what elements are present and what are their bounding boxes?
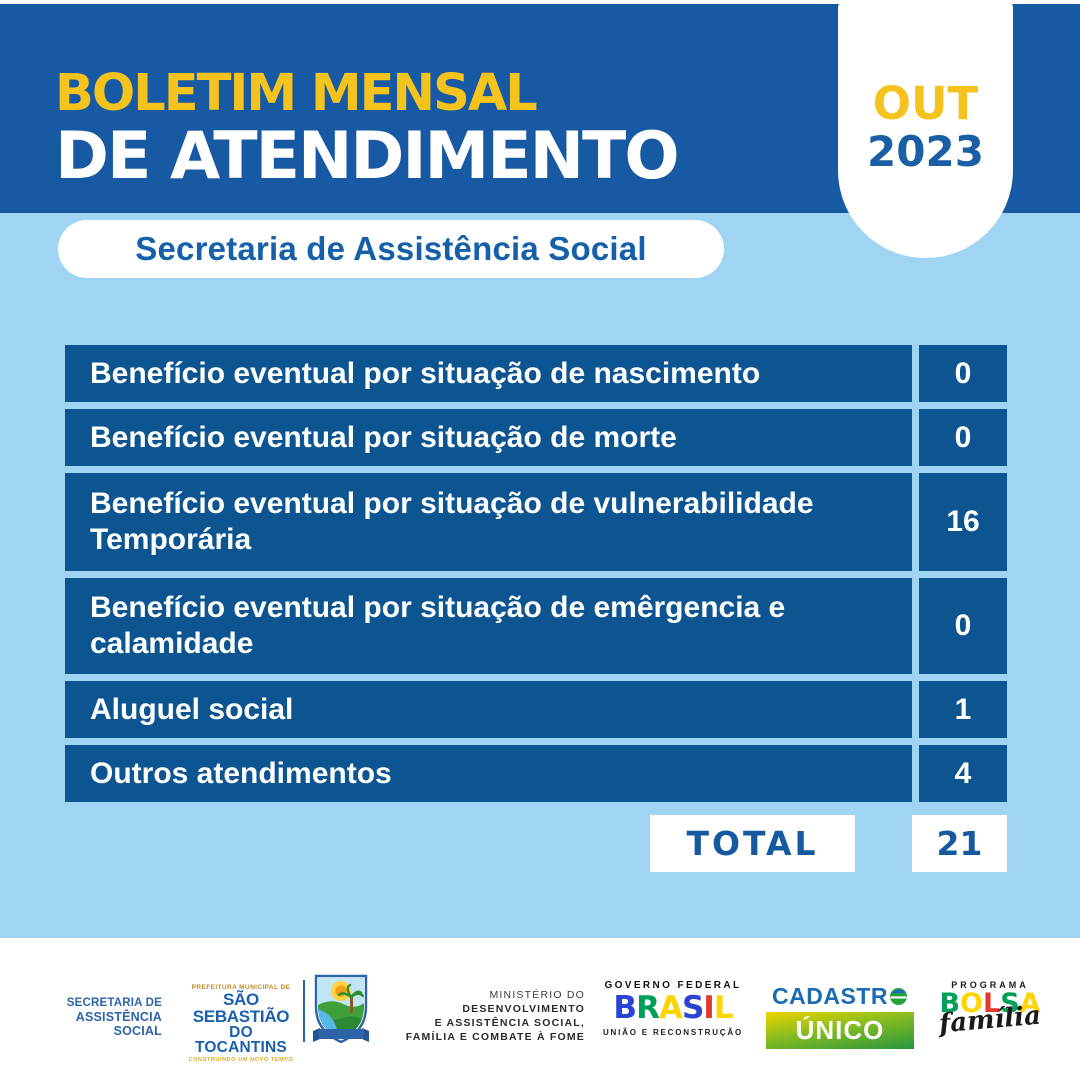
- total-value: 21: [936, 824, 983, 863]
- brasil-letter: A: [658, 990, 683, 1026]
- secretaria-logo: SECRETARIA DE ASSISTÊNCIA SOCIAL: [30, 997, 162, 1038]
- row-label: Aluguel social: [65, 681, 912, 738]
- cadastro-globe-icon: [889, 987, 908, 1006]
- subtitle-pill: Secretaria de Assistência Social: [58, 220, 724, 278]
- row-value: 4: [919, 745, 1007, 802]
- footer-divider: [303, 980, 305, 1042]
- bolsa-letter: O: [960, 988, 983, 1019]
- bolsa-letter: L: [982, 988, 1001, 1019]
- row-label: Benefício eventual por situação de morte: [65, 409, 912, 466]
- uniao-reconstrucao-label: UNIÃO E RECONSTRUÇÃO: [602, 1028, 743, 1037]
- table-row: Benefício eventual por situação de morte…: [65, 409, 1007, 466]
- row-value: 1: [919, 681, 1007, 738]
- brasil-letter: R: [636, 990, 660, 1026]
- ministerio-line-4: FAMÍLIA E COMBATE À FOME: [405, 1031, 585, 1043]
- secretaria-line-1: SECRETARIA DE: [66, 997, 162, 1009]
- month-year-badge: OUT 2023: [838, 0, 1013, 258]
- cadastro-unico-logo: CADASTR ÚNICO: [766, 983, 914, 1049]
- table-row: Benefício eventual por situação de nasci…: [65, 345, 1007, 402]
- table-row: Benefício eventual por situação de emêrg…: [65, 578, 1007, 674]
- ministerio-logo: MINISTÉRIO DO DESENVOLVIMENTO E ASSISTÊN…: [385, 988, 585, 1044]
- total-label-box: TOTAL: [650, 815, 855, 872]
- bolsa-letter: S: [1000, 988, 1020, 1019]
- prefeitura-small-bottom: CONSTRUINDO UM NOVO TEMPO: [188, 1057, 294, 1063]
- bolsa-familia-logo: PROGRAMA BOLSA família: [934, 980, 1046, 1039]
- prefeitura-logo: PREFEITURA MUNICIPAL DE SÃO SEBASTIÃO DO…: [183, 984, 299, 1063]
- ministerio-line-1: MINISTÉRIO DO: [489, 989, 585, 1001]
- secretaria-line-2: ASSISTÊNCIA SOCIAL: [75, 1010, 162, 1038]
- cadastro-wordmark: CADASTR: [766, 983, 914, 1010]
- row-value: 16: [919, 473, 1007, 571]
- row-value: 0: [919, 578, 1007, 674]
- governo-federal-brasil-logo: GOVERNO FEDERAL BRASIL UNIÃO E RECONSTRU…: [598, 980, 748, 1037]
- ministerio-line-3: E ASSISTÊNCIA SOCIAL,: [434, 1017, 585, 1029]
- row-value: 0: [919, 345, 1007, 402]
- table-row: Aluguel social 1: [65, 681, 1007, 738]
- brasil-wordmark: BRASIL: [598, 991, 748, 1025]
- title-line-2: DE ATENDIMENTO: [55, 119, 680, 194]
- prefeitura-line-2: DO TOCANTINS: [195, 1024, 287, 1056]
- row-label: Benefício eventual por situação de vulne…: [65, 473, 912, 571]
- brasil-letter: I: [703, 990, 715, 1026]
- row-label: Benefício eventual por situação de emêrg…: [65, 578, 912, 674]
- total-row: TOTAL 21: [65, 815, 1007, 872]
- table-row: Benefício eventual por situação de vulne…: [65, 473, 1007, 571]
- bolsa-letter: B: [939, 988, 961, 1019]
- footer-logo-strip: SECRETARIA DE ASSISTÊNCIA SOCIAL PREFEIT…: [0, 938, 1080, 1080]
- programa-label: PROGRAMA: [951, 980, 1029, 990]
- bolsa-letter: A: [1019, 988, 1041, 1019]
- row-label: Benefício eventual por situação de nasci…: [65, 345, 912, 402]
- prefeitura-small-top: PREFEITURA MUNICIPAL DE: [191, 984, 291, 991]
- governo-federal-label: GOVERNO FEDERAL: [604, 980, 742, 991]
- prefeitura-line-1: SÃO SEBASTIÃO: [192, 990, 290, 1026]
- table-row: Outros atendimentos 4: [65, 745, 1007, 802]
- total-label: TOTAL: [686, 824, 819, 863]
- unico-band: ÚNICO: [766, 1012, 914, 1049]
- badge-year: 2023: [867, 127, 984, 176]
- total-value-box: 21: [912, 815, 1007, 872]
- cadastro-text: CADASTR: [772, 983, 888, 1009]
- title-line-1: BOLETIM MENSAL: [55, 64, 538, 123]
- page-title: BOLETIM MENSAL DE ATENDIMENTO: [55, 64, 680, 194]
- row-label: Outros atendimentos: [65, 745, 912, 802]
- brasil-letter: L: [713, 990, 734, 1026]
- unico-text: ÚNICO: [795, 1015, 885, 1045]
- bolsa-wordmark: BOLSA: [934, 990, 1046, 1018]
- badge-month: OUT: [872, 77, 979, 130]
- municipal-coat-of-arms-icon: [312, 974, 370, 1053]
- top-edge-strip: [0, 0, 1080, 4]
- benefits-table: Benefício eventual por situação de nasci…: [65, 345, 1007, 802]
- brasil-letter: B: [613, 990, 637, 1026]
- brasil-letter: S: [681, 990, 704, 1026]
- subtitle-text: Secretaria de Assistência Social: [135, 230, 647, 267]
- row-value: 0: [919, 409, 1007, 466]
- ministerio-line-2: DESENVOLVIMENTO: [462, 1003, 585, 1015]
